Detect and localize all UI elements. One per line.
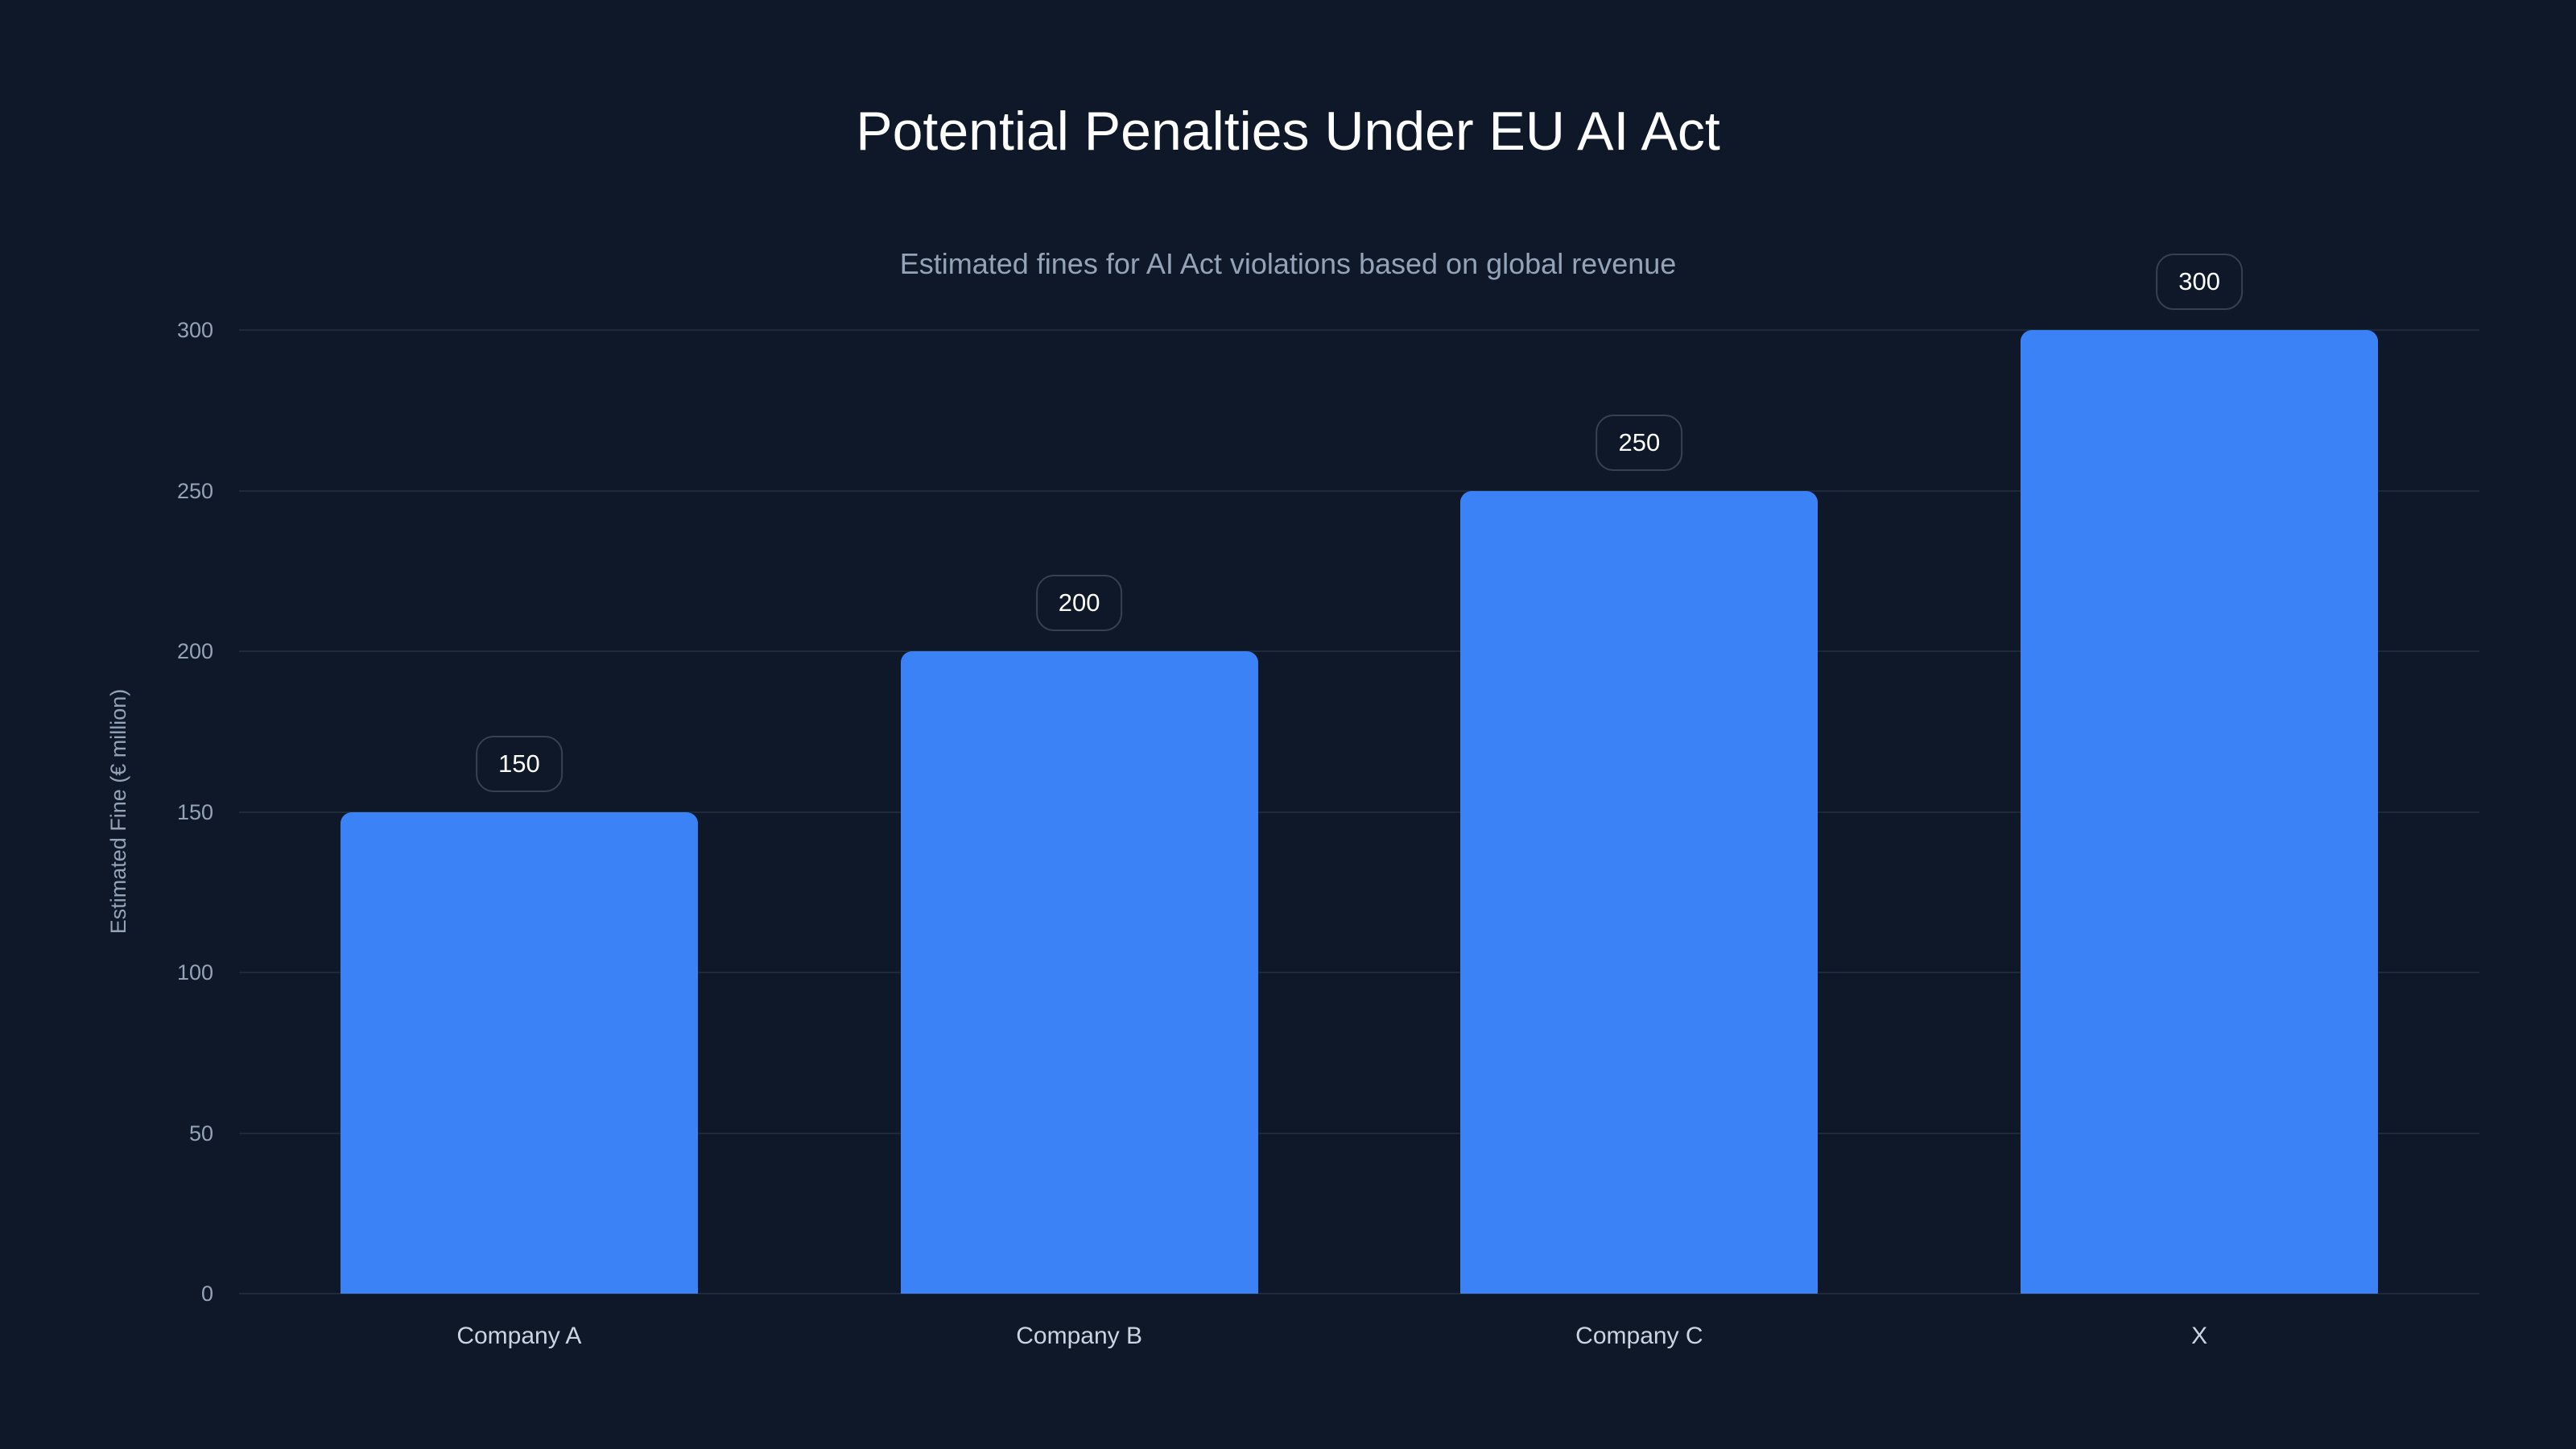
bar[interactable] (2021, 330, 2379, 1294)
x-tick-label: X (2191, 1323, 2208, 1349)
value-label: 250 (1596, 414, 1683, 471)
gridline (239, 811, 2479, 813)
gridline (239, 650, 2479, 652)
plot-area: 150 200 250 300 (239, 254, 2479, 1294)
bar[interactable] (1460, 490, 1818, 1294)
gridline (239, 489, 2479, 492)
value-label: 300 (2156, 254, 2243, 310)
value-label: 200 (1035, 575, 1123, 631)
x-tick-label: Company A (456, 1323, 582, 1349)
gridline (239, 329, 2479, 331)
y-tick-label: 50 (188, 1121, 213, 1146)
x-tick-label: Company C (1575, 1323, 1703, 1349)
y-tick-label: 200 (176, 639, 213, 663)
gridline (239, 1293, 2479, 1294)
value-label: 150 (476, 735, 563, 792)
y-tick-label: 250 (176, 478, 213, 503)
y-tick-label: 0 (200, 1282, 213, 1306)
chart-subtitle: Estimated fines for AI Act violations ba… (899, 247, 1677, 280)
bar[interactable] (900, 651, 1258, 1294)
bar[interactable] (340, 811, 698, 1294)
chart-title: Potential Penalties Under EU AI Act (856, 101, 1720, 162)
y-tick-label: 150 (176, 799, 213, 824)
y-tick-label: 300 (176, 318, 213, 342)
gridline (239, 972, 2479, 973)
gridline (239, 1132, 2479, 1134)
x-tick-label: Company B (1016, 1323, 1142, 1349)
y-tick-label: 100 (176, 960, 213, 985)
